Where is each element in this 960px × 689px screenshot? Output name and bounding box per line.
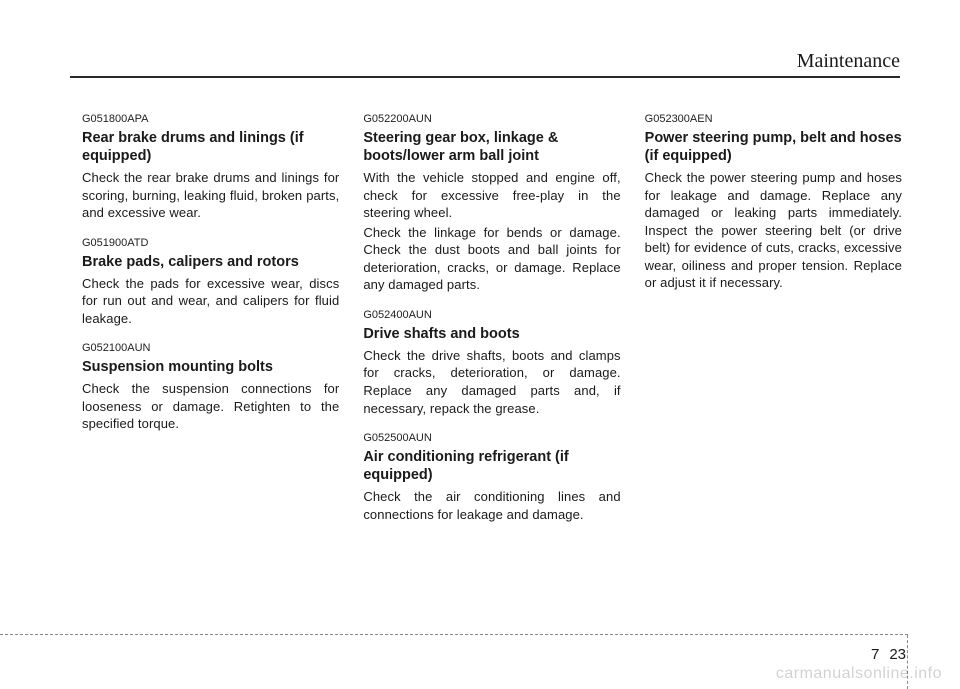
- entry-code: G052400AUN: [363, 308, 620, 323]
- entry-body: Check the air conditioning lines and con…: [363, 488, 620, 523]
- entry-code: G052500AUN: [363, 431, 620, 446]
- entry-code: G052100AUN: [82, 341, 339, 356]
- header-rule: [70, 76, 900, 78]
- chapter-number: 7: [871, 646, 879, 663]
- entry-body: Check the drive shafts, boots and clamps…: [363, 347, 620, 417]
- entry-heading: Rear brake drums and linings (if equippe…: [82, 129, 339, 165]
- entry-code: G052200AUN: [363, 112, 620, 127]
- column-3: G052300AEN Power steering pump, belt and…: [645, 112, 902, 525]
- entry-heading: Suspension mounting bolts: [82, 358, 339, 376]
- entry-body: Check the rear brake drums and linings f…: [82, 169, 339, 222]
- entry-body: Check the suspension connections for loo…: [82, 380, 339, 433]
- entry-heading: Power steering pump, belt and hoses (if …: [645, 129, 902, 165]
- column-2: G052200AUN Steering gear box, linkage & …: [363, 112, 620, 525]
- page-index: 23: [889, 646, 906, 663]
- entry-body: Check the power steering pump and hoses …: [645, 169, 902, 292]
- manual-page: Maintenance G051800APA Rear brake drums …: [0, 0, 960, 689]
- entry-heading: Drive shafts and boots: [363, 325, 620, 343]
- entry-body: Check the linkage for bends or damage. C…: [363, 224, 620, 294]
- entry-code: G051800APA: [82, 112, 339, 127]
- entry-heading: Steering gear box, linkage & boots/lower…: [363, 129, 620, 165]
- column-1: G051800APA Rear brake drums and linings …: [82, 112, 339, 525]
- crop-guide-horizontal: [0, 634, 908, 635]
- entry-heading: Brake pads, calipers and rotors: [82, 253, 339, 271]
- entry-body: Check the pads for excessive wear, discs…: [82, 275, 339, 328]
- entry-body: With the vehicle stopped and engine off,…: [363, 169, 620, 222]
- entry-code: G052300AEN: [645, 112, 902, 127]
- content-columns: G051800APA Rear brake drums and linings …: [82, 112, 902, 525]
- entry-code: G051900ATD: [82, 236, 339, 251]
- entry-heading: Air conditioning refrigerant (if equippe…: [363, 448, 620, 484]
- page-number: 7 23: [871, 646, 906, 663]
- watermark-text: carmanualsonline.info: [776, 665, 942, 683]
- section-title: Maintenance: [797, 50, 900, 73]
